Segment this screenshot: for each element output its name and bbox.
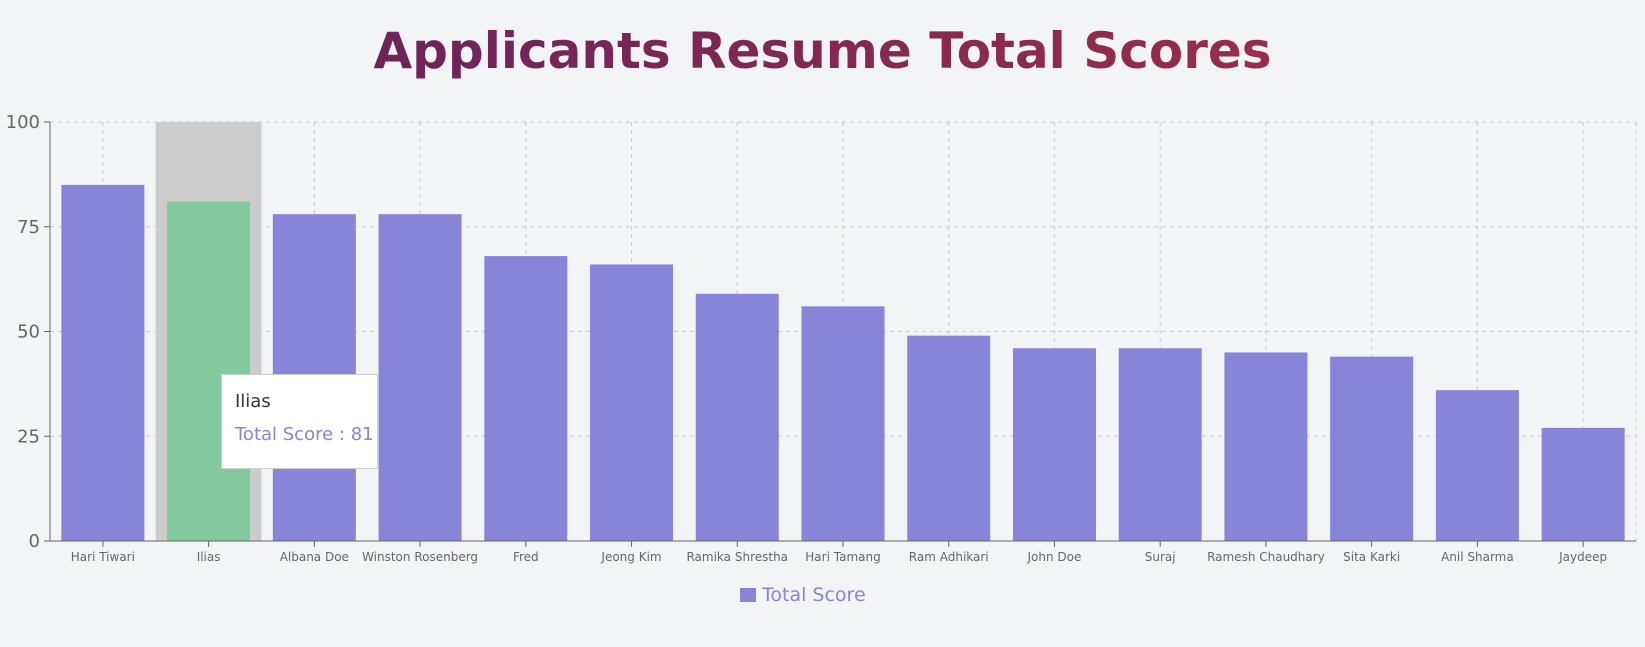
bar-ramesh-chaudhary[interactable]	[1224, 352, 1308, 541]
chart-tooltip: Ilias Total Score : 81	[221, 374, 378, 469]
x-tick-label: Ilias	[197, 550, 221, 564]
x-tick-label: Albana Doe	[280, 550, 349, 564]
y-tick-label: 75	[17, 217, 40, 238]
tooltip-title: Ilias	[235, 391, 271, 412]
x-tick-label: Hari Tamang	[805, 550, 880, 564]
chart-title: Applicants Resume Total Scores	[0, 22, 1645, 80]
x-tick-label: Fred	[513, 550, 539, 564]
x-tick-label: Ramika Shrestha	[686, 550, 788, 564]
bar-ramika-shrestha[interactable]	[695, 293, 779, 541]
x-tick-label: Jeong Kim	[600, 550, 661, 564]
legend-item-total-score[interactable]: Total Score	[740, 583, 866, 607]
x-tick-label: Hari Tiwari	[71, 550, 135, 564]
x-tick-label: Ramesh Chaudhary	[1207, 550, 1325, 564]
bar-fred[interactable]	[484, 256, 568, 541]
x-tick-label: John Doe	[1027, 550, 1082, 564]
bar-ram-adhikari[interactable]	[907, 335, 991, 541]
y-tick-label: 50	[17, 322, 40, 343]
tooltip-value: 81	[350, 424, 374, 445]
legend-swatch	[740, 588, 756, 602]
tooltip-label: Total Score	[235, 424, 334, 445]
x-tick-label: Suraj	[1145, 550, 1176, 564]
bar-john-doe[interactable]	[1012, 348, 1096, 541]
bar-anil-sharma[interactable]	[1435, 390, 1519, 541]
y-tick-label: 100	[6, 112, 40, 133]
bar-suraj[interactable]	[1118, 348, 1202, 541]
legend-label: Total Score	[762, 584, 866, 606]
tooltip-separator: :	[333, 424, 351, 445]
bar-sita-karki[interactable]	[1330, 356, 1414, 541]
bar-winston-rosenberg[interactable]	[378, 214, 462, 541]
x-tick-label: Winston Rosenberg	[362, 550, 478, 564]
bar-ilias[interactable]	[167, 201, 251, 542]
y-tick-label: 25	[17, 426, 40, 447]
x-tick-label: Anil Sharma	[1441, 550, 1514, 564]
bar-hari-tiwari[interactable]	[61, 184, 145, 541]
x-tick-label: Ram Adhikari	[909, 550, 989, 564]
bar-hari-tamang[interactable]	[801, 306, 885, 541]
x-tick-label: Sita Karki	[1343, 550, 1400, 564]
y-tick-label: 0	[29, 531, 40, 552]
x-tick-label: Jaydeep	[1558, 550, 1607, 564]
bar-jeong-kim[interactable]	[590, 264, 674, 541]
bar-jaydeep[interactable]	[1541, 427, 1625, 541]
tooltip-value-row: Total Score : 81	[235, 424, 377, 445]
